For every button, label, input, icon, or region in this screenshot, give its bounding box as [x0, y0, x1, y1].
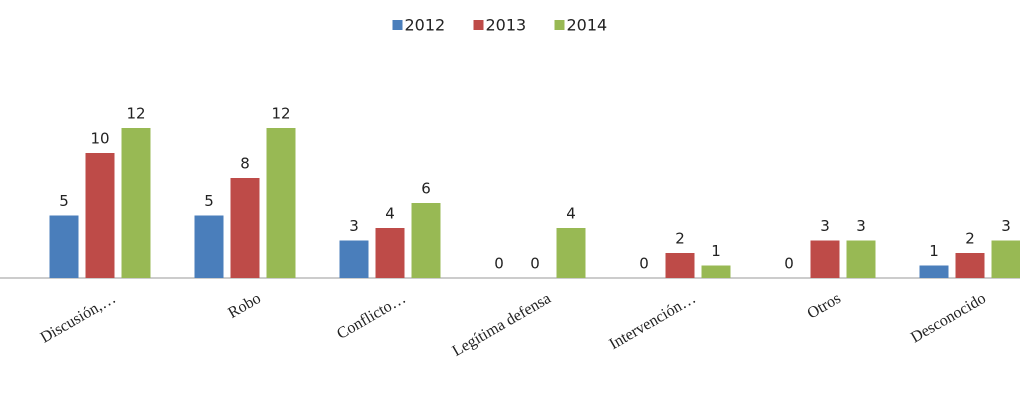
bar: [810, 240, 840, 278]
data-label: 3: [856, 217, 866, 235]
x-tick-label: Conflicto…: [334, 290, 409, 343]
bar: [955, 253, 985, 278]
data-label: 3: [349, 217, 359, 235]
x-tick-label: Otros: [805, 290, 844, 323]
data-label: 0: [530, 255, 540, 273]
bar: [411, 203, 441, 278]
data-label: 0: [494, 255, 504, 273]
data-label: 6: [421, 180, 431, 198]
legend-label: 2012: [405, 16, 446, 35]
legend-label: 2013: [486, 16, 527, 35]
data-label: 1: [929, 242, 939, 260]
bar: [194, 215, 224, 278]
data-label: 3: [820, 217, 830, 235]
data-label: 12: [126, 105, 145, 123]
legend-swatch: [392, 20, 403, 30]
data-label: 1: [711, 242, 721, 260]
bar: [339, 240, 369, 278]
legend-swatch: [473, 20, 484, 30]
bar: [919, 265, 949, 278]
legend-label: 2014: [567, 16, 608, 35]
bar: [991, 240, 1020, 278]
data-label: 0: [784, 255, 794, 273]
bar: [375, 228, 405, 278]
data-label: 4: [566, 205, 576, 223]
bar: [121, 128, 151, 278]
legend-swatch: [554, 20, 565, 30]
data-label: 10: [90, 130, 109, 148]
data-label: 2: [965, 230, 975, 248]
x-tick-label: Robo: [225, 290, 264, 322]
x-tick-label: Legítima defensa: [450, 290, 554, 360]
bar: [701, 265, 731, 278]
data-label: 5: [59, 192, 69, 210]
x-tick-label: Desconocido: [908, 290, 989, 346]
x-tick-label: Intervención…: [606, 290, 698, 353]
bar: [230, 178, 260, 278]
data-label: 4: [385, 205, 395, 223]
bar: [556, 228, 586, 278]
data-label: 12: [271, 105, 290, 123]
data-label: 3: [1001, 217, 1011, 235]
bar: [266, 128, 296, 278]
bar: [85, 153, 115, 278]
x-tick-label: Discusión,…: [38, 290, 119, 347]
data-label: 5: [204, 192, 214, 210]
bar: [665, 253, 695, 278]
data-label: 0: [639, 255, 649, 273]
bar: [846, 240, 876, 278]
data-label: 2: [675, 230, 685, 248]
bar: [49, 215, 79, 278]
data-label: 8: [240, 155, 250, 173]
